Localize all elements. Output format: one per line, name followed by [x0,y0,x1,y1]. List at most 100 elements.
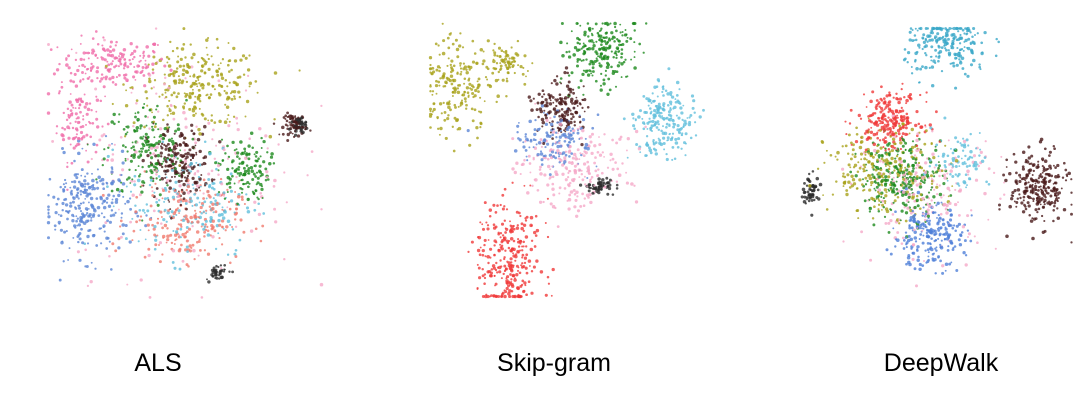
scatter-point [114,83,118,86]
scatter-point [943,176,947,180]
scatter-point [534,214,538,218]
scatter-point [144,63,147,66]
scatter-point [201,132,205,136]
scatter-point [940,239,943,242]
scatter-point [190,92,194,96]
scatter-point [48,177,52,181]
scatter-point [979,68,982,71]
scatter-point [470,107,474,111]
scatter-point [282,116,286,119]
scatter-point [174,162,177,166]
scatter-point [529,139,533,143]
scatter-point [299,129,303,133]
scatter-point [238,179,241,182]
scatter-point [155,92,158,95]
scatter-point [883,215,887,218]
scatter-point [224,103,227,106]
scatter-point [245,152,249,156]
scatter-point [148,127,151,130]
scatter-point [942,233,945,236]
scatter-point [115,40,118,44]
scatter-point [198,149,202,154]
scatter-point [175,46,179,50]
scatter-point [599,183,603,187]
scatter-point [191,204,194,207]
scatter-point [248,54,251,57]
scatter-point [178,212,181,215]
scatter-point [154,61,158,66]
scatter-point [576,163,579,166]
scatter-point [229,223,232,226]
scatter-point [940,201,943,204]
scatter-point [871,90,875,94]
scatter-point [885,103,889,107]
scatter-point [87,201,90,204]
scatter-point [673,157,677,161]
scatter-point [598,30,601,33]
scatter-point [158,199,161,202]
scatter-point [428,114,433,118]
scatter-point [564,96,568,100]
scatter-point [499,246,503,249]
scatter-point [853,163,858,167]
scatter-point [244,115,247,118]
scatter-point [176,60,180,64]
scatter-point [502,50,505,53]
scatter-point [204,223,207,226]
scatter-point [512,252,515,255]
scatter-point [900,87,903,91]
scatter-point [169,68,173,72]
scatter-point [661,131,666,135]
scatter-point [146,104,149,107]
scatter-point [526,159,529,162]
scatter-point [80,34,83,37]
scatter-point [645,142,649,147]
scatter-point [554,112,558,116]
scatter-point [496,204,499,207]
scatter-point [219,264,223,267]
scatter-point [69,79,73,83]
scatter-point [88,120,91,123]
scatter-point [186,191,191,195]
scatter-point [801,187,806,192]
scatter-point [155,197,158,200]
scatter-point [213,121,217,124]
scatter-point [75,193,79,197]
scatter-point [222,270,226,273]
scatter-point [909,218,913,222]
scatter-point [918,81,921,84]
scatter-point [952,165,955,168]
scatter-point [583,110,586,113]
scatter-point [546,157,550,161]
scatter-point [224,229,227,232]
scatter-point [505,53,509,57]
scatter-point [492,66,496,70]
scatter-point [578,138,581,140]
scatter-point [86,242,90,245]
scatter-point [479,47,484,52]
scatter-point [90,109,93,112]
scatter-point [655,111,659,115]
scatter-point [1036,210,1039,214]
scatter-point [503,294,507,299]
scatter-point [158,135,161,138]
scatter-point [89,280,93,284]
scatter-point [963,181,967,185]
scatter-point [924,65,928,70]
scatter-point [240,195,244,199]
scatter-point [507,71,510,74]
scatter-point [524,140,527,143]
scatter-point [211,219,216,223]
scatter-point [901,144,905,148]
scatter-point [890,144,895,149]
scatter-point [581,128,585,133]
scatter-point [111,60,114,63]
scatter-point [182,191,186,195]
scatter-point [915,198,919,203]
scatter-point [294,130,297,133]
scatter-point [976,241,979,245]
scatter-point [166,237,170,242]
scatter-point [89,69,93,72]
scatter-point [551,187,555,191]
scatter-point [486,39,490,43]
